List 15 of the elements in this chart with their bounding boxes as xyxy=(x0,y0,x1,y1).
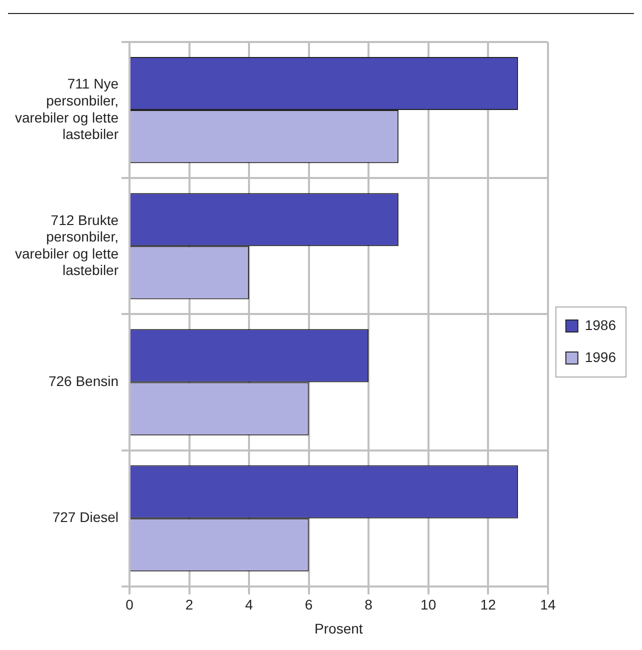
x-tick-label: 6 xyxy=(304,596,313,613)
x-tick-label: 10 xyxy=(420,596,436,613)
y-tick-label: 712 Brukte personbiler, varebiler og lette lastebiler xyxy=(14,212,119,278)
x-tick-label: 0 xyxy=(126,596,134,613)
x-tick-label: 12 xyxy=(480,596,496,613)
y-tick-label: 711 Nye personbiler, varebiler og lette lastebiler xyxy=(14,76,119,142)
x-tick-label: 14 xyxy=(540,596,556,613)
x-tick-label: 2 xyxy=(185,596,194,613)
x-tick-label: 8 xyxy=(364,596,373,613)
legend-label: 1996 xyxy=(584,348,616,365)
legend-label: 1986 xyxy=(584,316,616,333)
y-tick-label: 726 Bensin xyxy=(48,373,119,390)
y-tick-label: 727 Diesel xyxy=(52,509,119,526)
x-axis-title: Prosent xyxy=(314,620,363,636)
x-tick-label: 4 xyxy=(245,596,254,613)
